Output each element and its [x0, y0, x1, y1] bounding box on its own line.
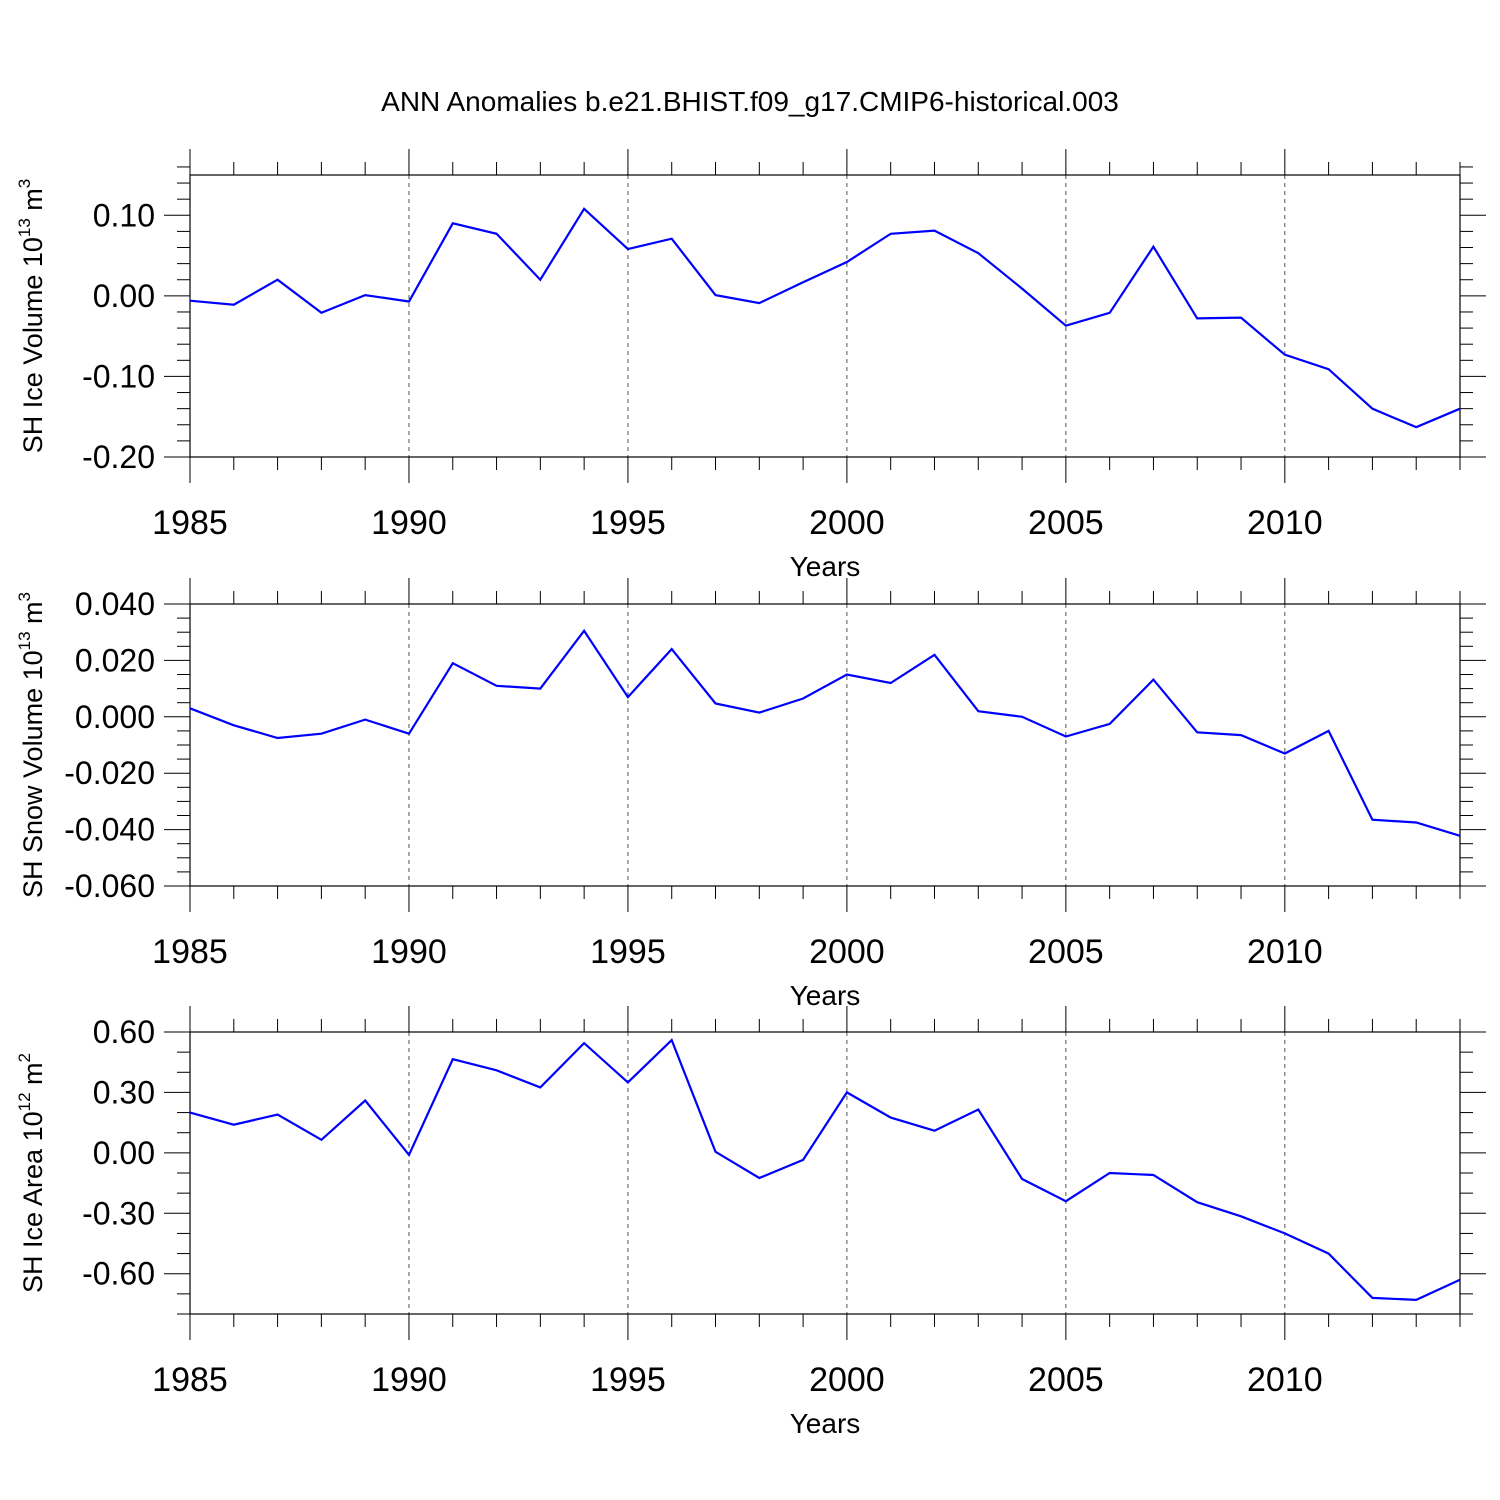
y-tick-label: 0.00 — [93, 278, 155, 314]
x-tick-label: 2010 — [1247, 1361, 1323, 1399]
x-tick-label: 1990 — [371, 1361, 447, 1399]
y-tick-label: -0.20 — [82, 439, 155, 475]
x-tick-label: 2005 — [1028, 1361, 1104, 1399]
y-tick-label: 0.040 — [75, 586, 155, 622]
x-tick-label: 2005 — [1028, 933, 1104, 971]
y-tick-label: -0.040 — [64, 812, 155, 848]
y-axis-label: SH Ice Area 1012 m2 — [15, 1053, 48, 1293]
x-tick-label: 1985 — [152, 504, 228, 542]
x-tick-label: 2000 — [809, 504, 885, 542]
plot-frame — [189, 1031, 1461, 1315]
panel-2: -0.060 -0.040 -0.020 0.000 0.020 0.040 1985 199… — [15, 578, 1486, 1011]
y-tick-label: 0.00 — [93, 1135, 155, 1171]
figure-title: ANN Anomalies b.e21.BHIST.f09_g17.CMIP6-… — [381, 86, 1119, 117]
x-tick-label: 2010 — [1247, 933, 1323, 971]
x-tick-label: 2010 — [1247, 504, 1323, 542]
y-tick-label: -0.060 — [64, 868, 155, 904]
x-tick-label: 1995 — [590, 504, 666, 542]
x-tick-label: 2000 — [809, 1361, 885, 1399]
x-axis-label: Years — [790, 1408, 861, 1439]
y-axis-label: SH Ice Volume 1013 m3 — [15, 179, 48, 454]
y-tick-label: -0.30 — [82, 1195, 155, 1231]
x-axis-label: Years — [790, 980, 861, 1011]
y-tick-label: -0.10 — [82, 358, 155, 394]
panel-1: -0.20 -0.10 0.00 0.10 1985 1990 1995 2000 2005 20… — [15, 149, 1486, 582]
y-tick-label: 0.30 — [93, 1074, 155, 1110]
plot-frame — [189, 174, 1461, 458]
y-tick-label: 0.000 — [75, 699, 155, 735]
y-tick-label: 0.020 — [75, 642, 155, 678]
y-axis-label: SH Snow Volume 1013 m3 — [15, 592, 48, 898]
panels: -0.20 -0.10 0.00 0.10 1985 1990 1995 2000 2005 20… — [15, 149, 1486, 1439]
x-tick-label: 1995 — [590, 933, 666, 971]
series-line-1 — [189, 628, 1461, 837]
x-tick-label: 1990 — [371, 504, 447, 542]
x-tick-label: 1995 — [590, 1361, 666, 1399]
series-line-1 — [189, 1038, 1461, 1302]
plot-frame — [189, 603, 1461, 887]
x-tick-label: 2000 — [809, 933, 885, 971]
y-tick-label: -0.020 — [64, 755, 155, 791]
x-axis-label: Years — [790, 551, 861, 582]
x-tick-label: 1985 — [152, 933, 228, 971]
y-tick-label: -0.60 — [82, 1256, 155, 1292]
x-tick-label: 1985 — [152, 1361, 228, 1399]
y-tick-label: 0.10 — [93, 197, 155, 233]
x-tick-label: 2005 — [1028, 504, 1104, 542]
x-tick-label: 1990 — [371, 933, 447, 971]
series-line-1 — [189, 207, 1461, 429]
panel-3: -0.60 -0.30 0.00 0.30 0.60 1985 1990 1995 2000 20… — [15, 1006, 1486, 1439]
y-tick-label: 0.60 — [93, 1014, 155, 1050]
